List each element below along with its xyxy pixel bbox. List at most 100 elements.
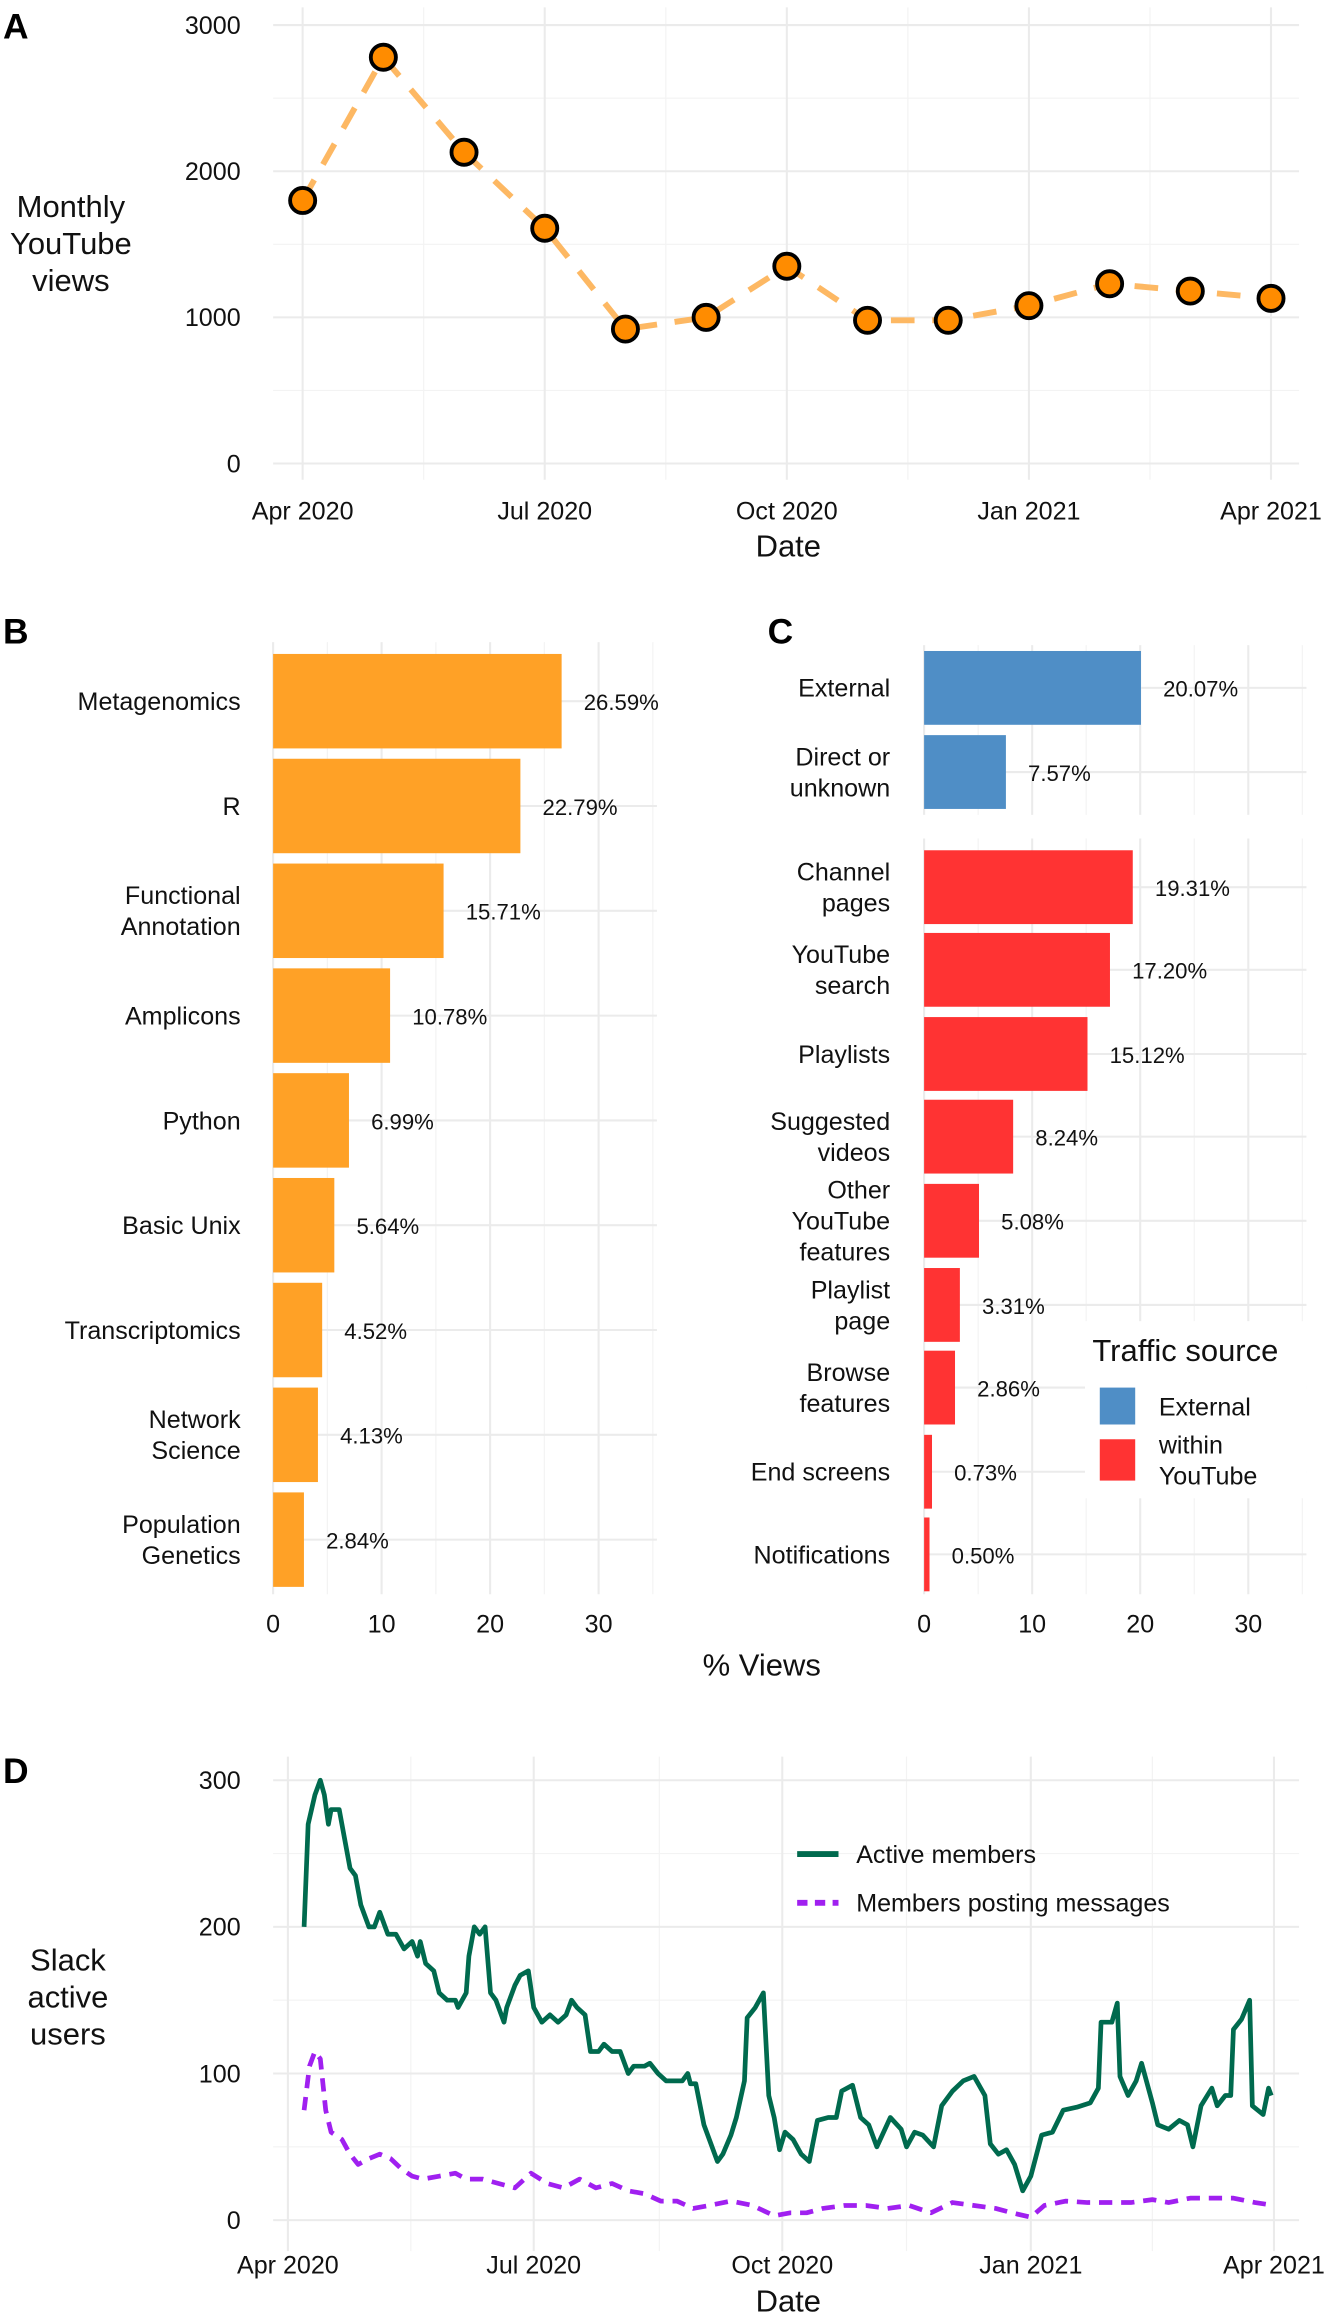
legend-label: Members posting messages xyxy=(856,1890,1170,1918)
y-tick-label: 1000 xyxy=(185,304,241,332)
data-point xyxy=(853,305,882,335)
x-tick-label: 0 xyxy=(266,1611,280,1639)
category-label: search xyxy=(815,972,890,1000)
bar-value-label: 0.73% xyxy=(954,1461,1017,1486)
bar-value-label: 2.84% xyxy=(326,1528,389,1553)
bar xyxy=(924,932,1110,1007)
data-point xyxy=(691,302,721,332)
data-point xyxy=(1095,269,1125,299)
y-tick-label: 300 xyxy=(199,1767,241,1795)
category-label: Playlist xyxy=(811,1276,890,1304)
category-label: R xyxy=(223,793,241,821)
x-tick-label: 0 xyxy=(917,1611,931,1639)
legend-label: YouTube xyxy=(1159,1462,1258,1490)
category-label: Playlists xyxy=(798,1041,890,1069)
data-point xyxy=(1014,291,1044,321)
bar-value-label: 4.13% xyxy=(340,1424,403,1449)
x-axis-title: Date xyxy=(756,2284,821,2319)
panel-label-a: A xyxy=(3,6,29,46)
bar xyxy=(273,1177,335,1273)
panel-d-chart: 0 100 200 300 Apr 2020 Jul 2020 Oct 2020 Jan 20… xyxy=(27,1756,1325,2319)
legend-swatch-external xyxy=(1099,1387,1136,1425)
category-label: End screens xyxy=(751,1459,890,1487)
data-point xyxy=(1256,283,1286,313)
x-tick-label: Apr 2020 xyxy=(237,2251,339,2279)
x-tick-label: 30 xyxy=(585,1611,613,1639)
x-tick-label: Jan 2021 xyxy=(979,2251,1082,2279)
legend-label: within xyxy=(1158,1431,1223,1459)
category-label: Notifications xyxy=(754,1541,891,1569)
x-tick-label: 10 xyxy=(368,1611,396,1639)
category-label: Browse xyxy=(807,1359,891,1387)
category-label: External xyxy=(798,675,890,703)
bar xyxy=(924,1099,1014,1174)
category-label: Science xyxy=(151,1437,240,1465)
bar-value-label: 5.64% xyxy=(356,1214,419,1239)
y-axis-title: Monthly xyxy=(17,189,126,224)
panel-label-b: B xyxy=(3,612,29,652)
bar-value-label: 5.08% xyxy=(1001,1210,1064,1235)
legend-label: Active members xyxy=(856,1841,1036,1869)
category-label: Metagenomics xyxy=(78,688,241,716)
x-tick-label: Jan 2021 xyxy=(977,498,1080,526)
category-label: pages xyxy=(822,890,890,918)
bar xyxy=(273,1492,304,1587)
bar xyxy=(273,968,391,1063)
x-axis-title: Date xyxy=(756,529,821,564)
bar xyxy=(924,1517,930,1592)
bar xyxy=(924,850,1133,925)
y-tick-label: 2000 xyxy=(185,158,241,186)
category-label: Other xyxy=(827,1177,890,1205)
active-members-line xyxy=(301,1777,1274,2194)
category-label: Transcriptomics xyxy=(65,1317,241,1345)
panel-b-chart: 0 10 20 30 26.59% Metagenomics 22.79% R 15.71% Fu… xyxy=(65,642,659,1639)
bar-value-label: 2.86% xyxy=(977,1376,1040,1401)
category-label: features xyxy=(800,1239,891,1267)
bar xyxy=(273,1073,349,1168)
category-label: Basic Unix xyxy=(122,1212,241,1240)
bar-value-label: 26.59% xyxy=(584,690,659,715)
bar xyxy=(273,863,444,959)
y-axis-title: YouTube xyxy=(10,226,132,261)
bar-value-label: 22.79% xyxy=(543,795,618,820)
bar-value-label: 7.57% xyxy=(1028,761,1091,786)
bar xyxy=(924,1350,956,1425)
panel-label-c: C xyxy=(768,612,794,652)
category-label: Channel xyxy=(797,859,890,887)
x-tick-label: 10 xyxy=(1018,1611,1046,1639)
data-point xyxy=(1175,276,1205,306)
bar xyxy=(924,1183,980,1258)
panel-c-chart: 0 10 20 30 20.07% External 7.57% Direct or unkno… xyxy=(751,645,1307,1639)
data-point xyxy=(530,213,560,243)
y-tick-label: 3000 xyxy=(185,12,241,40)
x-tick-label: Oct 2020 xyxy=(731,2251,833,2279)
data-point xyxy=(610,314,640,344)
bar xyxy=(924,1268,960,1342)
bar xyxy=(273,758,521,854)
category-label: Functional xyxy=(125,882,241,910)
bar xyxy=(273,1387,318,1483)
category-label: Annotation xyxy=(121,913,241,941)
bar xyxy=(924,1434,933,1509)
x-tick-label: Oct 2020 xyxy=(736,498,838,526)
category-label: Suggested xyxy=(770,1108,890,1136)
legend-title: Traffic source xyxy=(1092,1333,1278,1368)
category-label: Amplicons xyxy=(125,1002,241,1030)
x-tick-label: Jul 2020 xyxy=(497,498,592,526)
x-tick-label: Apr 2021 xyxy=(1223,2251,1325,2279)
category-label: Network xyxy=(149,1406,241,1434)
category-label: YouTube xyxy=(792,941,891,969)
bar-value-label: 15.71% xyxy=(466,900,541,925)
legend: Traffic source External within YouTube xyxy=(1085,1321,1307,1499)
bar-value-label: 0.50% xyxy=(952,1543,1015,1568)
y-tick-label: 200 xyxy=(199,1914,241,1942)
bar xyxy=(924,1017,1088,1091)
y-axis-title: views xyxy=(32,263,109,298)
category-label: features xyxy=(800,1390,891,1418)
category-label: videos xyxy=(818,1139,891,1167)
legend: Active members Members posting messages xyxy=(797,1841,1170,1918)
bar xyxy=(273,1282,323,1378)
bar xyxy=(924,650,1141,725)
bar-value-label: 6.99% xyxy=(371,1109,434,1134)
